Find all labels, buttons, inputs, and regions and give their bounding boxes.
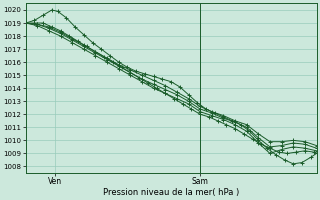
X-axis label: Pression niveau de la mer( hPa ): Pression niveau de la mer( hPa ) xyxy=(103,188,239,197)
